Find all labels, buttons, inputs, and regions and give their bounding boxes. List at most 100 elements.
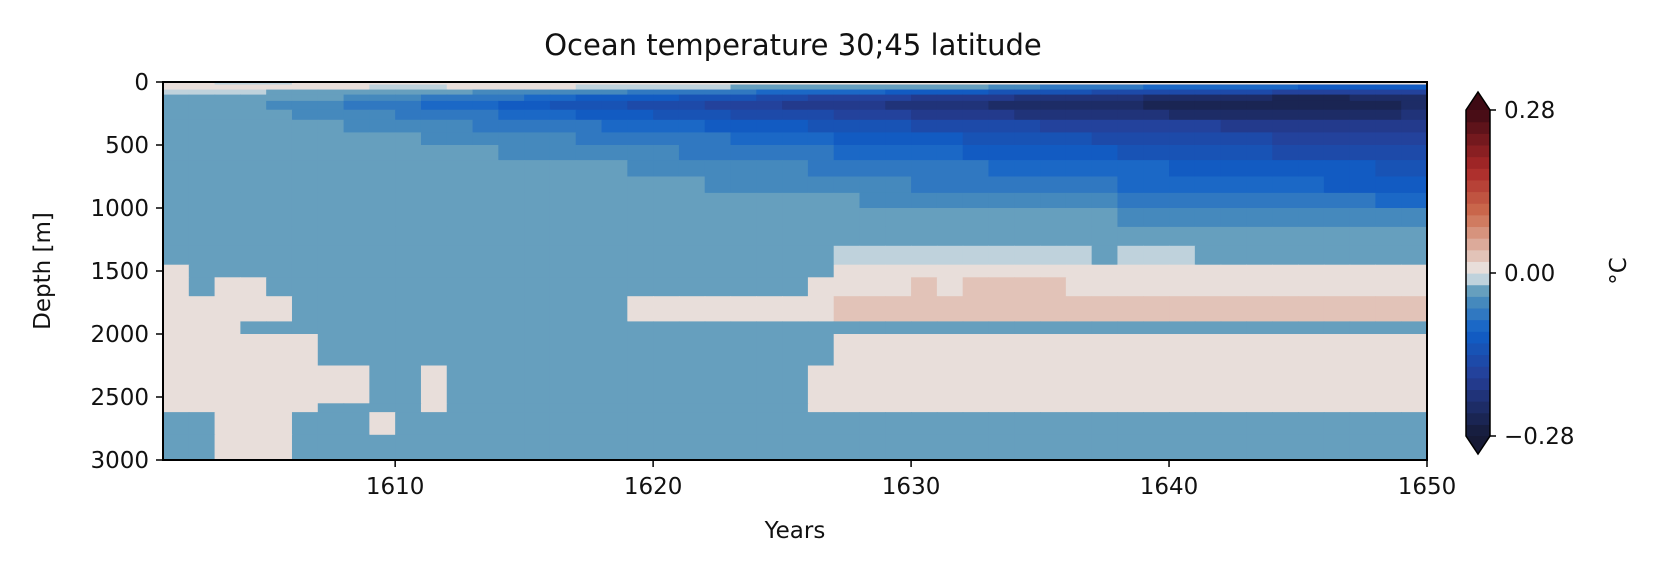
heatmap-cell <box>988 84 1015 91</box>
heatmap-cell <box>782 403 809 413</box>
heatmap-cell <box>1169 145 1196 161</box>
heatmap-cell <box>704 434 732 461</box>
heatmap-cell <box>395 226 422 247</box>
heatmap-cell <box>782 84 809 91</box>
heatmap-cell <box>1014 100 1041 111</box>
heatmap-cell <box>1272 208 1299 228</box>
heatmap-cell <box>1298 145 1325 161</box>
heatmap-cell <box>962 132 990 146</box>
heatmap-cell <box>1401 264 1428 278</box>
heatmap-cell <box>1375 176 1402 194</box>
heatmap-cell <box>988 145 1015 161</box>
heatmap-cell <box>988 226 1015 247</box>
heatmap-cell <box>885 264 912 278</box>
heatmap-cell <box>885 208 912 228</box>
heatmap-cell <box>291 89 319 96</box>
heatmap-cell <box>833 100 861 111</box>
heatmap-cell <box>1298 412 1325 436</box>
heatmap-cell <box>472 89 499 96</box>
heatmap-cell <box>1143 89 1170 96</box>
heatmap-cell <box>885 226 912 247</box>
heatmap-cell <box>188 109 216 121</box>
heatmap-cell <box>859 412 886 436</box>
heatmap-cell <box>1091 132 1119 146</box>
heatmap-cell <box>1220 94 1248 102</box>
heatmap-cell <box>317 94 345 102</box>
heatmap-cell <box>1323 109 1351 121</box>
heatmap-cell <box>756 192 783 209</box>
colorbar-segment <box>1466 366 1490 379</box>
heatmap-cell <box>369 192 396 209</box>
heatmap-cell <box>472 176 499 194</box>
heatmap-cell <box>1375 245 1402 266</box>
heatmap-cell <box>1091 334 1119 367</box>
heatmap-cell <box>936 192 964 209</box>
heatmap-cell <box>1014 192 1041 209</box>
heatmap-cell <box>1169 334 1196 367</box>
heatmap-cell <box>601 277 628 297</box>
heatmap-cell <box>163 365 190 404</box>
heatmap-cell <box>498 84 525 91</box>
heatmap-cell <box>1091 208 1119 228</box>
heatmap-cell <box>653 412 680 436</box>
heatmap-cell <box>653 89 680 96</box>
heatmap-cell <box>807 94 835 102</box>
heatmap-cell <box>343 412 370 436</box>
heatmap-cell <box>1194 208 1222 228</box>
heatmap-cell <box>317 208 345 228</box>
heatmap-cell <box>1401 160 1428 178</box>
heatmap-cell <box>1014 84 1041 91</box>
heatmap-cell <box>885 100 912 111</box>
heatmap-cell <box>782 277 809 297</box>
heatmap-cell <box>395 365 422 404</box>
heatmap-cell <box>163 434 190 461</box>
heatmap-cell <box>266 100 293 111</box>
heatmap-cell <box>1401 84 1428 91</box>
colorbar-segment <box>1466 331 1490 344</box>
heatmap-cell <box>214 89 241 96</box>
heatmap-cell <box>1169 208 1196 228</box>
heatmap-cell <box>549 89 577 96</box>
heatmap-cell <box>549 365 577 404</box>
heatmap-cell <box>1401 434 1428 461</box>
heatmap-cell <box>1272 434 1299 461</box>
heatmap-cell <box>291 226 319 247</box>
heatmap-cell <box>343 84 370 91</box>
heatmap-cell <box>524 176 551 194</box>
heatmap-cell <box>1298 264 1325 278</box>
heatmap-cell <box>472 84 499 91</box>
heatmap-cell <box>1014 119 1041 133</box>
heatmap-cell <box>498 277 525 297</box>
heatmap-cell <box>1117 264 1144 278</box>
heatmap-cell <box>575 109 603 121</box>
heatmap-cell <box>575 226 603 247</box>
heatmap-cell <box>498 226 525 247</box>
heatmap-cell <box>446 84 474 91</box>
heatmap-cell <box>1143 132 1170 146</box>
heatmap-cell <box>1220 109 1248 121</box>
heatmap-cell <box>395 89 422 96</box>
heatmap-cell <box>601 89 628 96</box>
colorbar-segment <box>1466 412 1490 425</box>
heatmap-cell <box>756 321 783 335</box>
heatmap-cell <box>188 365 216 404</box>
heatmap-cell <box>472 296 499 322</box>
heatmap-cell <box>395 434 422 461</box>
heatmap-cell <box>1349 100 1377 111</box>
heatmap-cell <box>420 434 448 461</box>
heatmap-cell <box>1143 176 1170 194</box>
colorbar-extend-max <box>1466 92 1490 110</box>
heatmap-cell <box>756 160 783 178</box>
heatmap-cell <box>395 100 422 111</box>
heatmap-cell <box>988 132 1015 146</box>
heatmap-cell <box>936 94 964 102</box>
heatmap-cell <box>627 119 654 133</box>
heatmap-cell <box>266 264 293 278</box>
heatmap-cell <box>730 94 757 102</box>
heatmap-cell <box>1349 132 1377 146</box>
heatmap-cell <box>1375 160 1402 178</box>
heatmap-cell <box>1014 82 1041 86</box>
colorbar-segment <box>1466 191 1490 204</box>
heatmap-cell <box>395 277 422 297</box>
heatmap-cell <box>911 365 938 404</box>
